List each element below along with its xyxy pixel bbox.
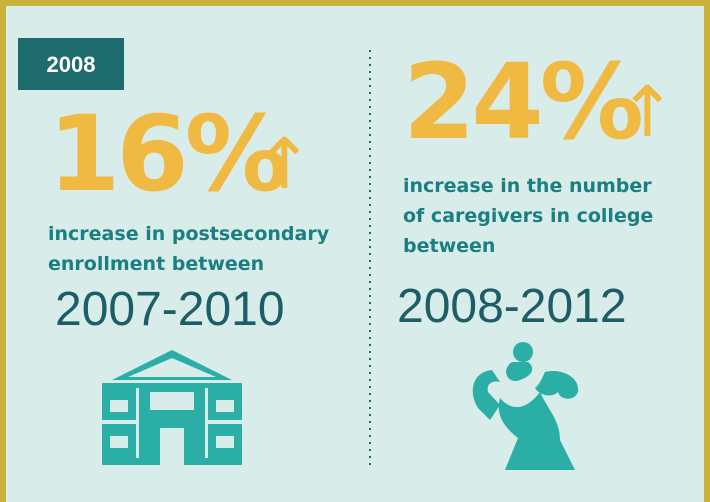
description: between (403, 235, 495, 257)
stat: 24% (403, 41, 641, 163)
arrow: ↑ (255, 123, 314, 205)
caregiver-icon (472, 342, 579, 470)
building-icon (102, 350, 242, 465)
years: 2007-2010 (55, 283, 285, 336)
badge: 2008 (47, 52, 96, 77)
arrow: ↑ (618, 71, 677, 153)
description: of caregivers in college (403, 205, 653, 227)
stat: 16% (48, 93, 286, 215)
description: increase in the number (403, 175, 652, 197)
description: enrollment between (48, 253, 264, 275)
years: 2008-2012 (397, 280, 627, 333)
description: increase in postsecondary (48, 223, 330, 245)
badge-box (18, 38, 124, 90)
